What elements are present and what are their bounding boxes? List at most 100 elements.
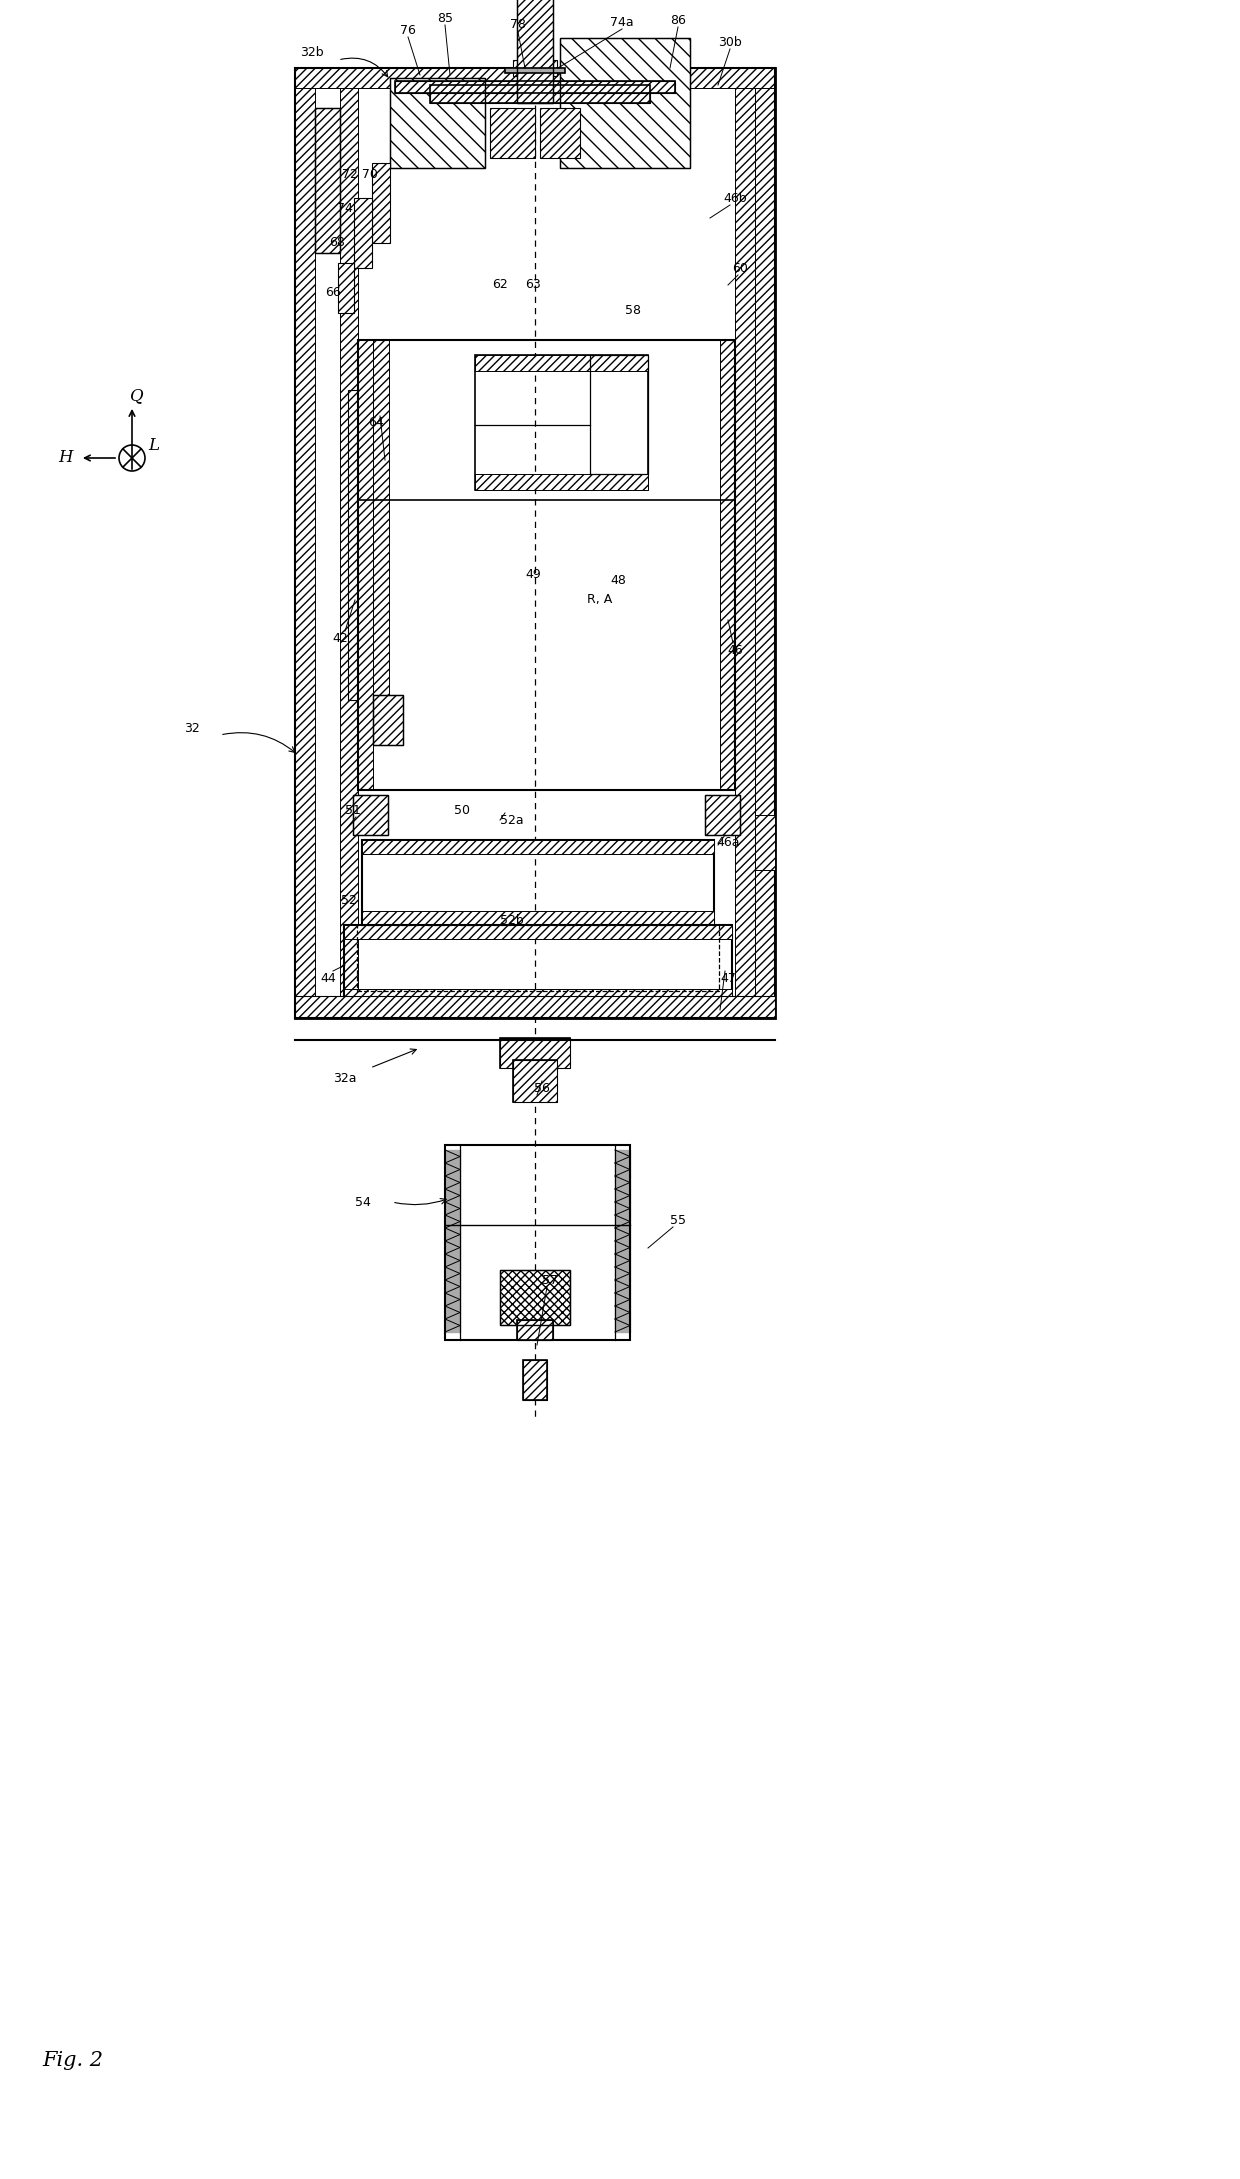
Text: 57: 57 [542,1273,558,1286]
Text: 52: 52 [341,893,357,906]
Bar [315,109,340,253]
Text: 76: 76 [401,24,415,37]
Text: 62: 62 [492,279,508,292]
Bar [343,926,732,939]
Bar [396,81,675,94]
Text: 32: 32 [184,721,200,734]
Bar [372,163,391,244]
Text: 32a: 32a [334,1072,357,1085]
Bar [343,989,732,1002]
Bar [720,340,735,791]
Bar [391,78,485,168]
Text: 66: 66 [325,285,341,299]
Bar [500,1270,570,1325]
Bar [505,68,565,74]
Bar [357,926,719,991]
Bar [706,795,740,835]
Bar [500,1270,570,1325]
Text: R, A: R, A [588,593,613,606]
Bar [362,839,714,926]
Text: 47: 47 [720,972,735,985]
Bar [445,1144,630,1340]
Bar [475,355,649,370]
Text: Q: Q [130,388,144,405]
Bar [755,68,775,1018]
Bar [373,340,389,730]
Text: 42: 42 [332,632,348,645]
Bar [373,695,403,745]
Text: 85: 85 [436,11,453,24]
Text: 52a: 52a [500,813,523,826]
Text: 50: 50 [454,804,470,817]
Text: 55: 55 [670,1214,686,1227]
Bar [430,85,650,102]
Bar [517,1320,553,1340]
Bar [517,0,553,102]
Bar [353,198,372,268]
Bar [706,795,740,835]
Text: 30b: 30b [718,35,742,48]
Text: 74: 74 [337,200,353,214]
Bar [340,87,358,998]
Bar [295,68,775,87]
Text: 60: 60 [732,261,748,275]
Bar [358,340,735,791]
Bar [517,1320,553,1340]
Text: 32b: 32b [300,46,324,59]
Bar [735,87,755,998]
Bar [358,340,373,791]
Bar [755,815,775,869]
Bar [353,795,388,835]
Text: 64: 64 [368,416,384,429]
Text: 68: 68 [329,235,345,248]
Text: 56: 56 [534,1081,549,1094]
Bar [513,1059,557,1103]
Bar [362,839,714,854]
Bar [560,37,689,168]
Text: 58: 58 [625,303,641,316]
Text: 46b: 46b [723,192,746,205]
Bar [430,85,650,102]
Text: 74a: 74a [610,15,634,28]
Bar [560,37,689,168]
Text: 49: 49 [525,567,541,580]
Bar [517,0,553,102]
Bar [590,355,649,475]
Text: 46a: 46a [717,835,740,848]
Bar [362,911,714,926]
Bar [295,996,775,1018]
Bar [539,109,580,159]
Text: H: H [58,449,73,466]
Text: L: L [149,438,160,455]
Bar [490,109,534,159]
Bar [353,795,388,835]
Bar [500,1037,570,1068]
Bar [513,1059,557,1103]
Bar [295,68,315,1018]
Bar [500,1037,570,1068]
Bar [295,68,775,1018]
Text: Fig. 2: Fig. 2 [42,2050,103,2070]
Bar [348,390,365,699]
Text: 44: 44 [320,972,336,985]
Bar [315,109,340,253]
Text: 48: 48 [610,573,626,586]
Bar [396,81,675,94]
Text: 51: 51 [345,804,361,817]
Text: 54: 54 [355,1196,371,1209]
Text: 78: 78 [510,17,526,31]
Bar [523,1360,547,1399]
Bar [343,926,732,1002]
Bar [391,78,485,168]
Bar [475,355,649,490]
Bar [295,68,775,1018]
Text: 52b: 52b [500,913,523,926]
Bar [513,61,557,76]
Bar [523,1360,547,1399]
Bar [373,695,403,745]
Text: 46: 46 [727,643,743,656]
Text: 72 70: 72 70 [342,168,378,181]
Bar [295,998,775,1018]
Text: 63: 63 [525,279,541,292]
Text: 86: 86 [670,13,686,26]
